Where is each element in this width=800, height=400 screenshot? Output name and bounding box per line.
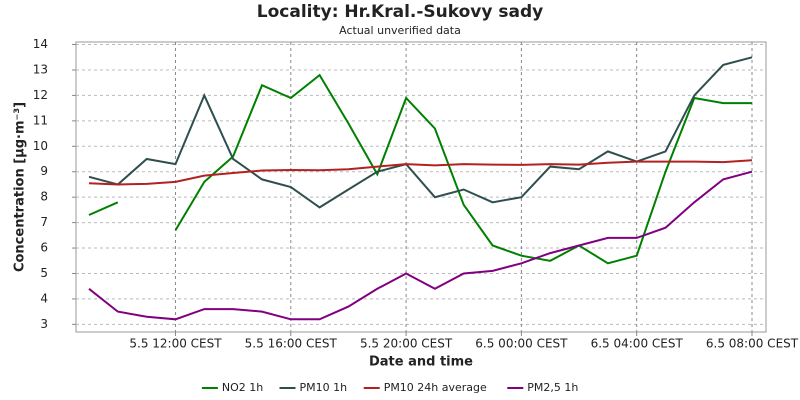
series-line	[88, 73, 752, 265]
y-tick-label: 3	[40, 317, 48, 331]
legend-label: PM2,5 1h	[527, 381, 578, 394]
legend-label: NO2 1h	[222, 381, 263, 394]
x-axis-label: Date and time	[369, 355, 473, 370]
series-line	[88, 170, 753, 321]
y-tick-label: 10	[33, 139, 48, 153]
legend-label: PM10 24h average	[384, 381, 487, 394]
plot-area	[75, 41, 767, 333]
chart-subtitle: Actual unverified data	[339, 24, 461, 37]
y-tick-label: 9	[40, 164, 48, 178]
y-tick-label: 12	[33, 88, 48, 102]
x-tick-label: 5.5 20:00 CEST	[360, 337, 453, 351]
chart-title: Locality: Hr.Kral.-Sukovy sady	[257, 2, 543, 22]
y-tick-label: 13	[33, 62, 48, 76]
y-tick-label: 11	[33, 113, 48, 127]
y-tick-label: 4	[40, 291, 48, 305]
y-tick-label: 8	[40, 190, 48, 204]
x-tick-label: 6.5 08:00 CEST	[706, 337, 799, 351]
y-tick-label: 6	[40, 241, 48, 255]
y-tick-label: 5	[40, 266, 48, 280]
x-tick-label: 6.5 04:00 CEST	[591, 337, 684, 351]
series-line	[88, 159, 753, 186]
x-tick-label: 6.5 00:00 CEST	[475, 337, 568, 351]
y-tick-label: 14	[33, 37, 48, 51]
y-tick-label: 7	[40, 215, 48, 229]
x-tick-label: 5.5 12:00 CEST	[129, 337, 222, 351]
x-tick-label: 5.5 16:00 CEST	[245, 337, 338, 351]
y-axis-label: Concentration [µg·m⁻³]	[13, 102, 28, 272]
legend-label: PM10 1h	[300, 381, 348, 394]
series-line	[88, 56, 753, 209]
